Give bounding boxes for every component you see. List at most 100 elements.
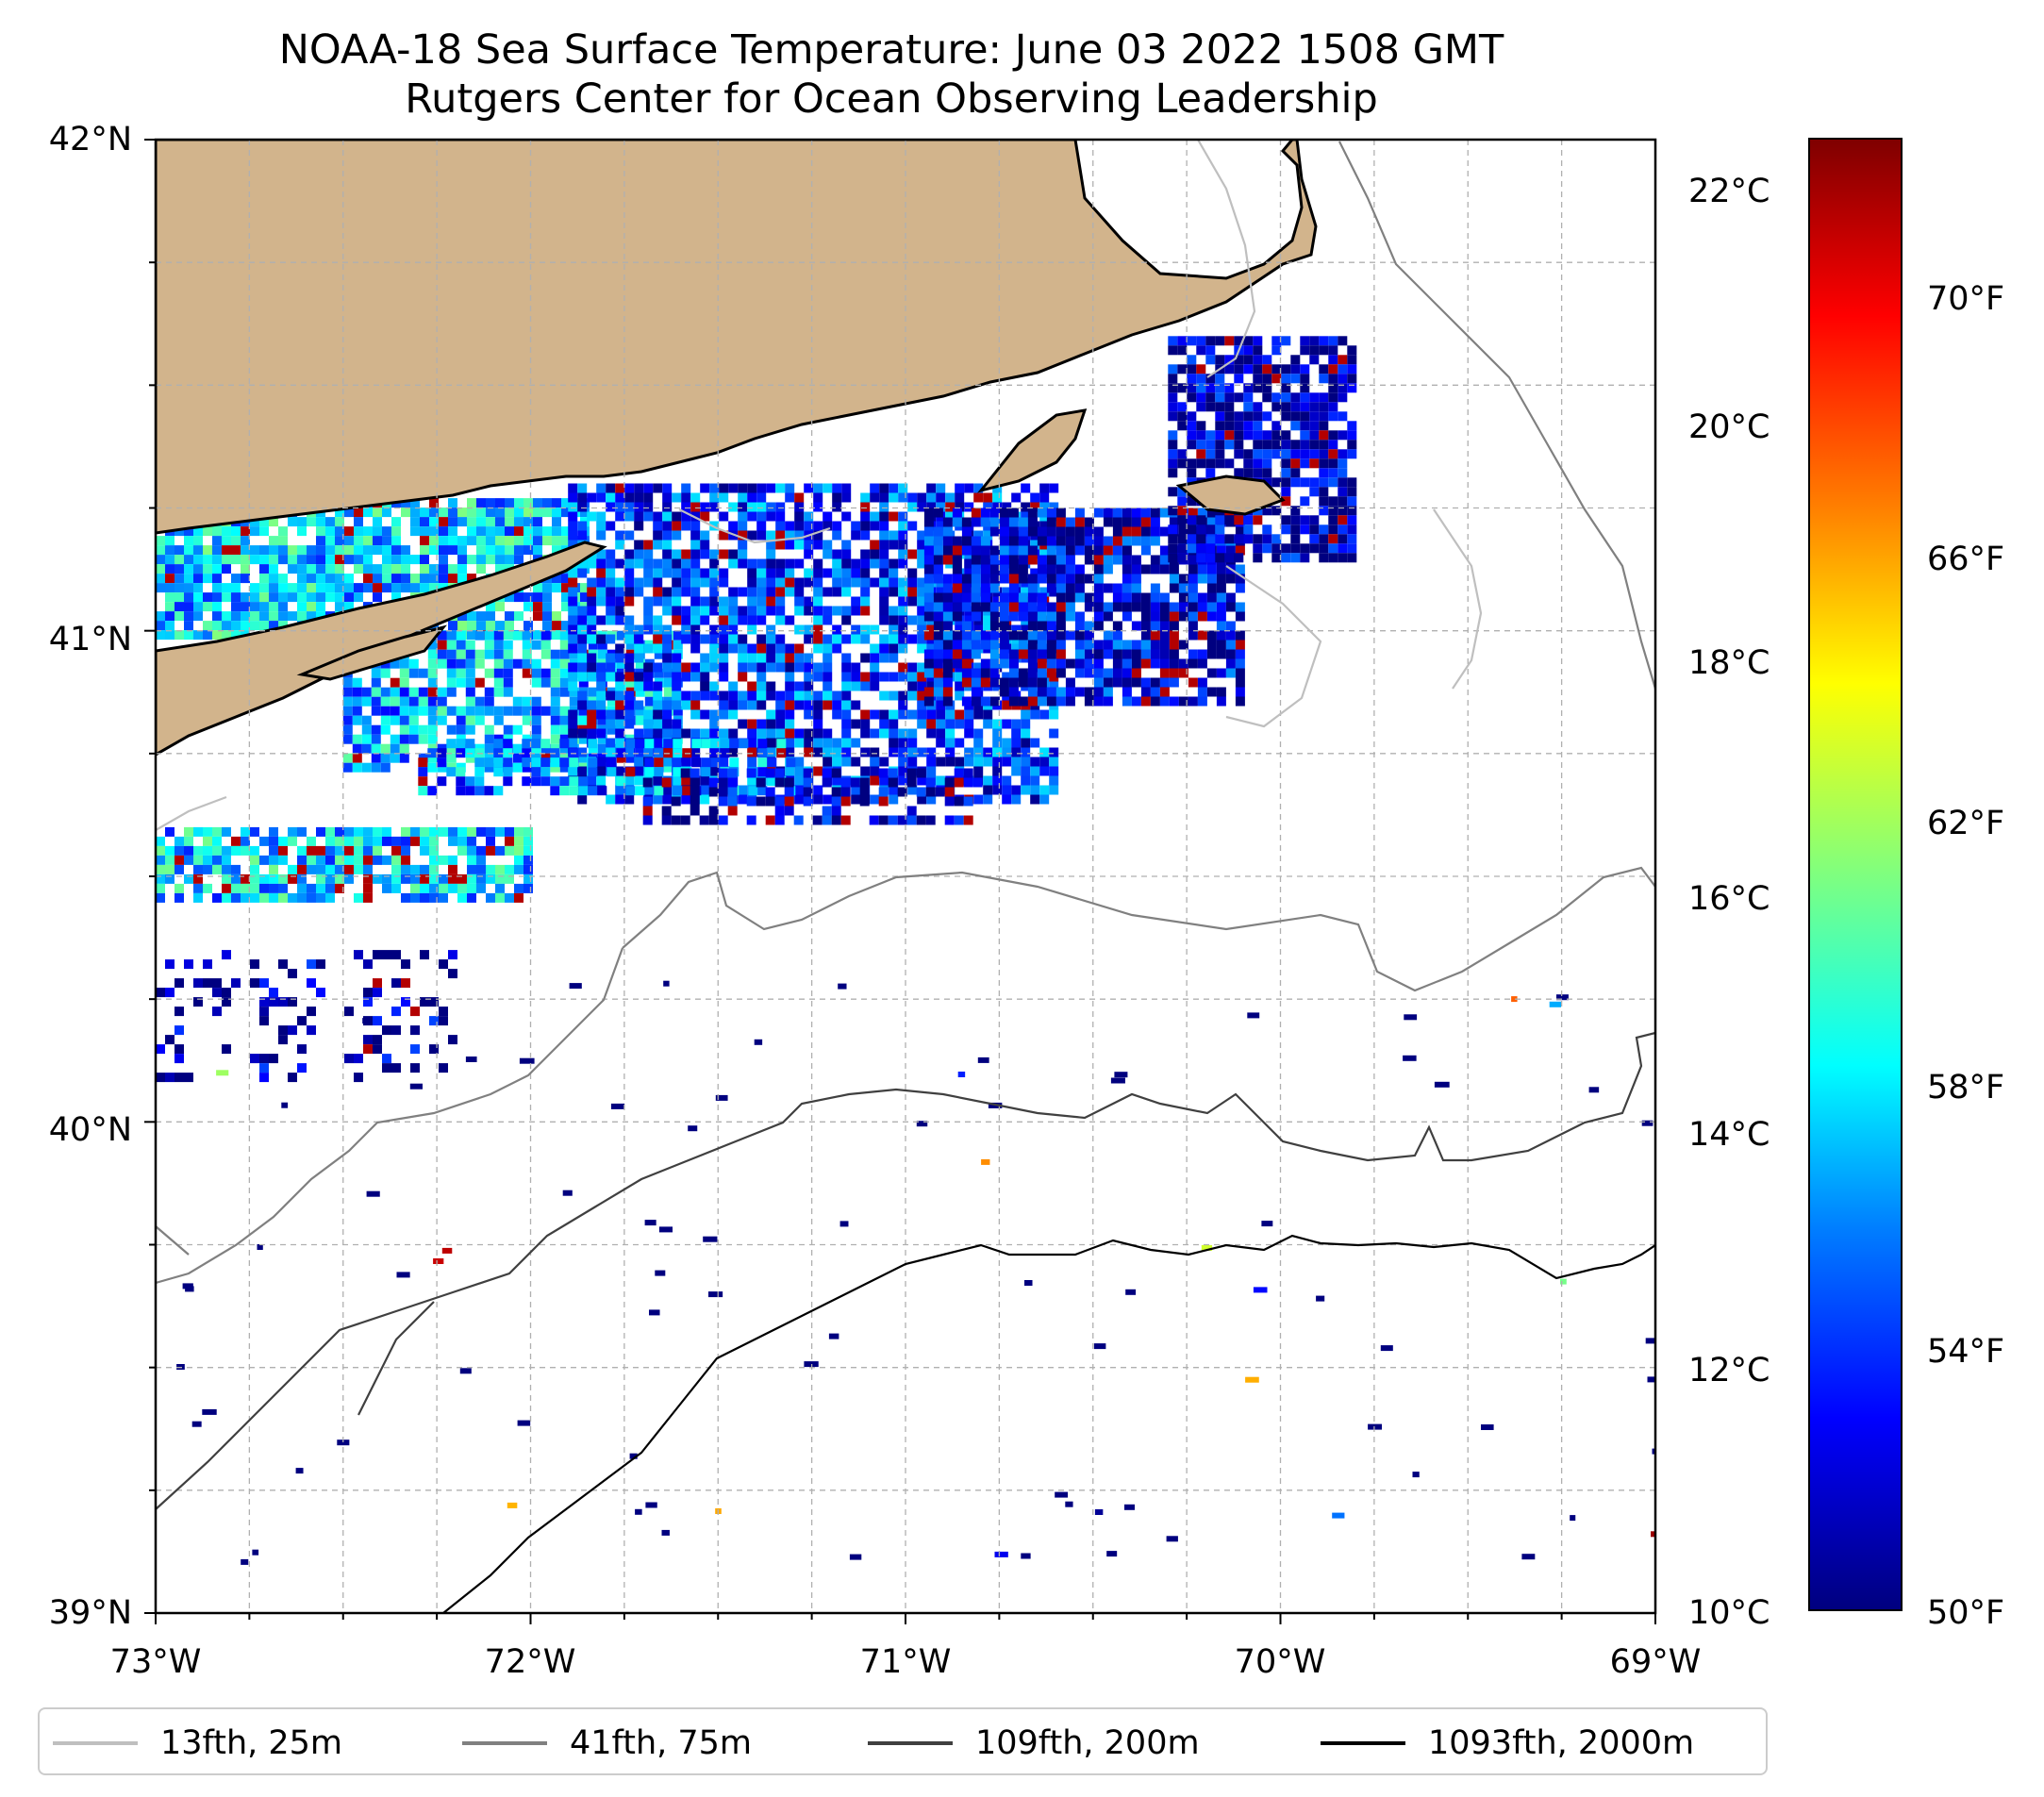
- sst-cell: [467, 517, 476, 527]
- sst-cell: [231, 536, 241, 546]
- sst-cell: [420, 836, 429, 846]
- sst-cell: [269, 874, 278, 884]
- sst-cell: [1300, 374, 1310, 384]
- sst-cell: [1243, 430, 1254, 441]
- sst-cell: [269, 836, 278, 846]
- sst-cell: [870, 728, 880, 739]
- sst-cell: [588, 640, 598, 650]
- sst-cell: [1046, 649, 1056, 659]
- sst-cell: [448, 836, 457, 846]
- sst-cell: [710, 739, 721, 749]
- sst-cell: [673, 630, 683, 641]
- sst-cell: [1168, 458, 1178, 469]
- sst-cell: [1347, 440, 1357, 450]
- sst-cell: [1205, 374, 1216, 384]
- sst-cell: [1338, 449, 1348, 459]
- sst-cell: [465, 687, 475, 697]
- sst-cell: [1234, 468, 1244, 478]
- sst-cell: [1309, 477, 1320, 488]
- sst-cell: [1243, 355, 1254, 365]
- sst-cell: [672, 681, 682, 691]
- sst-cell: [841, 662, 852, 673]
- sst-cell: [961, 545, 972, 556]
- sst-cell: [391, 855, 401, 865]
- sst-cell: [165, 826, 174, 837]
- sst-cell: [961, 621, 972, 631]
- sst-cell: [681, 483, 691, 493]
- sst-cell: [1046, 526, 1056, 537]
- sst-cell: [344, 864, 354, 874]
- sst-cell: [933, 630, 943, 641]
- sst-cell: [813, 766, 823, 776]
- sst-cell: [839, 1221, 849, 1227]
- sst-cell: [964, 502, 974, 512]
- sst-cell: [961, 640, 972, 650]
- sst-cell: [971, 640, 981, 650]
- sst-cell: [193, 864, 203, 874]
- colorbar-label-66f: 66°F: [1927, 541, 2005, 578]
- sst-cell: [231, 883, 241, 893]
- sst-cell: [738, 643, 748, 654]
- sst-cell: [785, 643, 795, 654]
- sst-cell: [250, 978, 259, 989]
- sst-cell: [1124, 1504, 1136, 1510]
- sst-cell: [747, 606, 757, 616]
- sst-cell: [325, 874, 335, 884]
- sst-cell: [203, 564, 212, 574]
- sst-cell: [757, 767, 768, 777]
- sst-cell: [401, 507, 410, 518]
- sst-cell: [222, 630, 231, 641]
- sst-cell: [288, 1025, 297, 1036]
- sst-cell: [373, 845, 382, 856]
- sst-cell: [281, 1102, 289, 1108]
- sst-cell: [559, 668, 570, 678]
- sst-cell: [1122, 640, 1132, 650]
- sst-cell: [728, 709, 739, 720]
- sst-cell: [1347, 355, 1357, 365]
- sst-cell: [671, 815, 681, 825]
- sst-cell: [1224, 392, 1235, 403]
- sst-cell: [1328, 506, 1338, 516]
- sst-cell: [316, 574, 325, 584]
- sst-cell: [879, 606, 889, 616]
- sst-cell: [495, 564, 505, 574]
- sst-cell: [804, 549, 814, 559]
- sst-cell: [165, 1035, 174, 1045]
- sst-cell: [512, 753, 523, 763]
- sst-cell: [813, 738, 823, 748]
- sst-cell: [448, 545, 457, 556]
- sst-cell: [747, 681, 757, 691]
- sst-cell: [916, 768, 926, 778]
- sst-cell: [335, 555, 344, 565]
- sst-cell: [870, 643, 880, 654]
- sst-cell: [1021, 502, 1031, 512]
- sst-cell: [1074, 687, 1085, 697]
- sst-cell: [437, 630, 447, 641]
- sst-cell: [690, 587, 701, 597]
- sst-cell: [552, 545, 561, 556]
- sst-cell: [297, 845, 307, 856]
- sst-cell: [1039, 549, 1050, 559]
- sst-cell: [961, 649, 972, 659]
- sst-cell: [822, 777, 832, 788]
- sst-cell: [971, 555, 981, 565]
- sst-cell: [766, 681, 776, 691]
- sst-cell: [767, 757, 777, 768]
- sst-cell: [344, 855, 354, 865]
- sst-cell: [813, 634, 823, 644]
- sst-cell: [1159, 649, 1170, 659]
- sst-cell: [561, 602, 571, 612]
- sst-cell: [1253, 336, 1263, 346]
- sst-cell: [794, 728, 805, 739]
- sst-cell: [184, 836, 193, 846]
- sst-cell: [1196, 364, 1206, 374]
- sst-cell: [399, 743, 409, 754]
- sst-cell: [784, 777, 794, 788]
- sst-cell: [832, 624, 842, 635]
- sst-cell: [533, 583, 542, 593]
- sst-cell: [269, 545, 278, 556]
- sst-cell: [540, 677, 551, 688]
- sst-cell: [1021, 719, 1031, 729]
- sst-cell: [399, 687, 409, 697]
- sst-cell: [1338, 553, 1348, 563]
